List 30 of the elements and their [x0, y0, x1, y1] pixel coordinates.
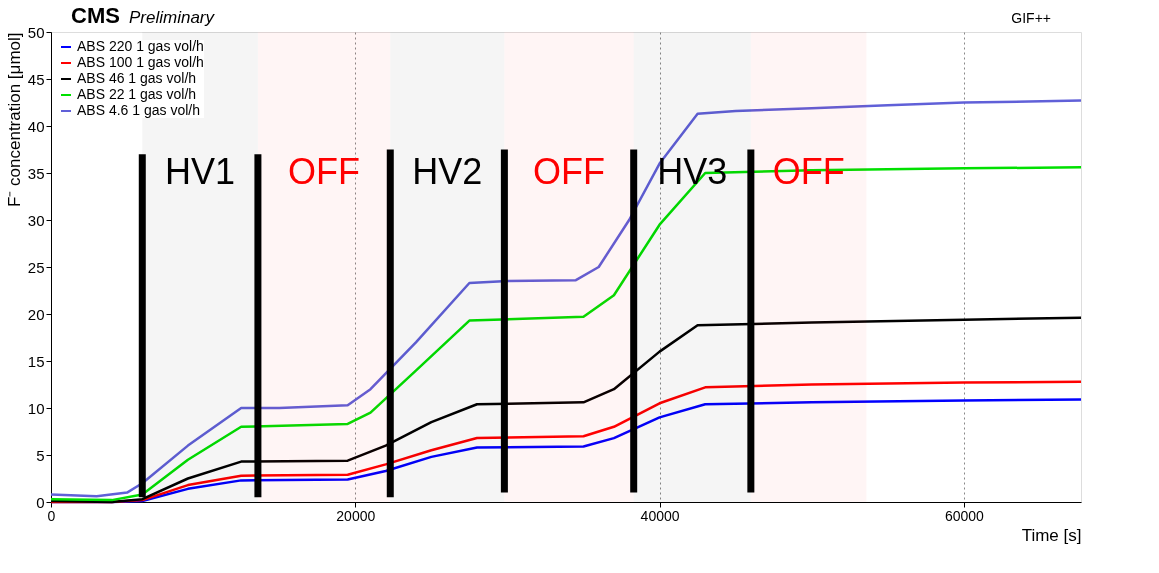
y-tick-label: 40: [27, 117, 45, 135]
y-axis-title: F⁻ concentration [μmol]: [4, 32, 24, 208]
text: GIF++: [1011, 10, 1051, 26]
legend-label: ABS 100 1 gas vol/h: [77, 54, 204, 70]
legend-label: ABS 220 1 gas vol/h: [77, 38, 204, 54]
x-tick-label: 0: [47, 507, 56, 524]
x-axis-title: Time [s]: [1021, 525, 1082, 545]
band-label: HV2: [412, 151, 483, 192]
x-tick-label: 60000: [944, 507, 985, 524]
y-tick-label: 10: [27, 399, 45, 417]
x-tick-label: 40000: [640, 507, 680, 524]
legend-label: ABS 4.6 1 gas vol/h: [77, 102, 200, 118]
y-tick-label: 20: [27, 305, 45, 323]
band-label: OFF: [533, 151, 606, 192]
band-label: HV3: [657, 151, 728, 192]
x-tick-label: 20000: [336, 507, 376, 524]
y-tick-label: 50: [27, 23, 45, 41]
legend-label: ABS 22 1 gas vol/h: [77, 86, 197, 102]
chart-subtitle: Preliminary: [129, 8, 216, 27]
y-tick-label: 45: [27, 70, 45, 88]
band-label: HV1: [165, 151, 236, 192]
band-label: OFF: [288, 151, 361, 192]
legend-label: ABS 46 1 gas vol/h: [77, 70, 197, 86]
y-tick-label: 25: [27, 258, 45, 276]
y-tick-label: 5: [36, 446, 45, 464]
y-tick-label: 15: [27, 352, 45, 370]
y-tick-label: 35: [27, 164, 45, 182]
y-tick-label: 30: [27, 211, 45, 229]
chart-title: CMS: [71, 3, 120, 28]
y-tick-label: 0: [36, 493, 45, 511]
